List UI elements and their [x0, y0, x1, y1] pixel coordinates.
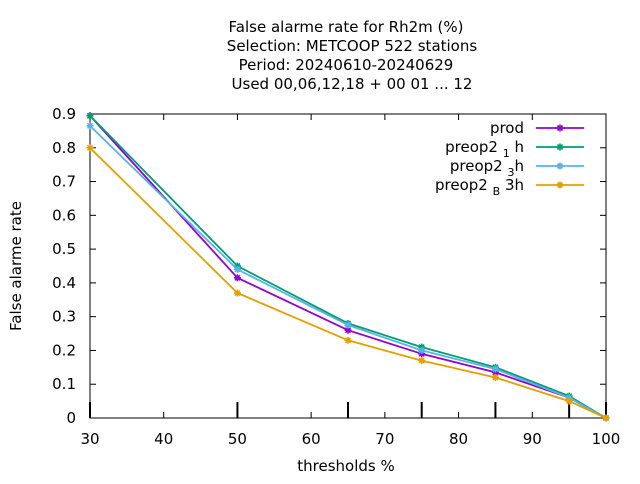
threshold-markers	[89, 402, 607, 418]
legend-label-sub: B	[493, 185, 501, 198]
data-point-mark	[234, 289, 241, 297]
title-line-1: False alarme rate for Rh2m (%)	[229, 18, 464, 36]
data-point-mark	[234, 266, 241, 273]
series-line	[89, 125, 607, 419]
plot-frame	[89, 113, 607, 419]
data-point	[233, 289, 241, 297]
x-tick-label: 80	[449, 430, 468, 448]
chart-title: False alarme rate for Rh2m (%) Selection…	[227, 18, 478, 93]
legend-label: preop2 B 3h	[435, 176, 524, 198]
legend-label-sub: 1	[503, 147, 510, 160]
series-line	[89, 115, 607, 419]
data-point-mark	[418, 347, 425, 354]
series-0	[86, 112, 610, 422]
legend-label: prod	[490, 119, 524, 137]
x-tick-label: 90	[523, 430, 542, 448]
data-point	[565, 397, 573, 405]
data-point-mark	[86, 144, 94, 151]
x-axis-ticks: 30 40 50 60 70 80 90 100	[80, 114, 620, 448]
x-tick-label: 70	[375, 430, 394, 448]
data-point	[491, 373, 499, 381]
legend-swatch-mark	[556, 143, 564, 151]
series-group	[86, 112, 610, 422]
series-3	[86, 144, 610, 422]
y-axis-label: False alarme rate	[7, 201, 25, 331]
y-tick-label: 0.2	[52, 341, 76, 359]
title-line-4: Used 00,06,12,18 + 00 01 ... 12	[232, 75, 473, 93]
y-tick-label: 0.7	[52, 173, 76, 191]
data-point-mark	[566, 398, 573, 405]
y-tick-label: 0.1	[52, 375, 76, 393]
data-point	[418, 346, 426, 354]
series-2	[86, 122, 610, 422]
y-tick-label: 0.4	[52, 274, 76, 292]
y-tick-label: 0.8	[52, 139, 76, 157]
legend-label-tail: h	[510, 138, 524, 156]
data-point-mark	[418, 357, 425, 364]
data-point	[418, 357, 426, 365]
x-tick-label: 40	[154, 430, 173, 448]
legend-swatch-mark	[556, 124, 564, 132]
legend-label-main: preop2	[450, 157, 508, 175]
data-point-mark	[492, 374, 499, 381]
legend-label: preop2 3h	[450, 157, 524, 179]
y-tick-label: 0	[66, 409, 76, 427]
legend-label-sub: 3	[507, 166, 514, 179]
title-line-2: Selection: METCOOP 522 stations	[227, 37, 478, 55]
legend-item-2: preop2 3h	[450, 157, 584, 179]
legend-label-main: preop2	[445, 138, 503, 156]
data-point-mark	[86, 122, 94, 129]
legend-item-0: prod	[490, 119, 584, 137]
legend-item-3: preop2 B 3h	[435, 176, 584, 198]
data-point	[233, 265, 241, 273]
legend-label-main: preop2	[435, 176, 493, 194]
data-point	[86, 122, 94, 130]
legend-swatch-mark	[556, 162, 564, 170]
data-point	[344, 326, 352, 334]
data-point	[86, 144, 94, 152]
plot-border	[89, 113, 607, 419]
series-1	[86, 112, 610, 422]
x-tick-label: 30	[80, 430, 99, 448]
y-tick-label: 0.3	[52, 308, 76, 326]
legend-item-1: preop2 1 h	[445, 138, 584, 160]
legend-label: preop2 1 h	[445, 138, 524, 160]
x-axis-label: thresholds %	[297, 457, 394, 475]
data-point	[491, 365, 499, 373]
x-tick-label: 50	[228, 430, 247, 448]
legend-label-tail: h	[514, 157, 524, 175]
x-tick-label: 60	[302, 430, 321, 448]
data-point-mark	[344, 322, 352, 329]
data-point-mark	[344, 327, 352, 334]
data-point	[86, 112, 94, 120]
series-line	[89, 147, 607, 419]
legend-label-main: prod	[490, 119, 524, 137]
x-tick-label: 100	[592, 430, 621, 448]
y-tick-label: 0.5	[52, 240, 76, 258]
data-point-mark	[492, 365, 499, 373]
y-axis-ticks: 0 0.1 0.2 0.3 0.4 0.5 0.6 0.7 0.8 0.9	[52, 105, 606, 427]
y-tick-label: 0.6	[52, 206, 76, 224]
data-point-mark	[602, 414, 610, 422]
legend-swatch-mark	[556, 181, 564, 189]
data-point-mark	[344, 337, 352, 344]
data-point-mark	[234, 274, 241, 281]
legend-label-tail: 3h	[500, 176, 524, 194]
y-tick-label: 0.9	[52, 105, 76, 123]
title-line-3: Period: 20240610-20240629	[239, 56, 454, 74]
data-point	[602, 414, 610, 422]
series-line	[89, 115, 607, 419]
data-point	[233, 274, 241, 282]
data-point	[344, 336, 352, 344]
data-point	[344, 321, 352, 329]
data-point-mark	[86, 112, 94, 119]
